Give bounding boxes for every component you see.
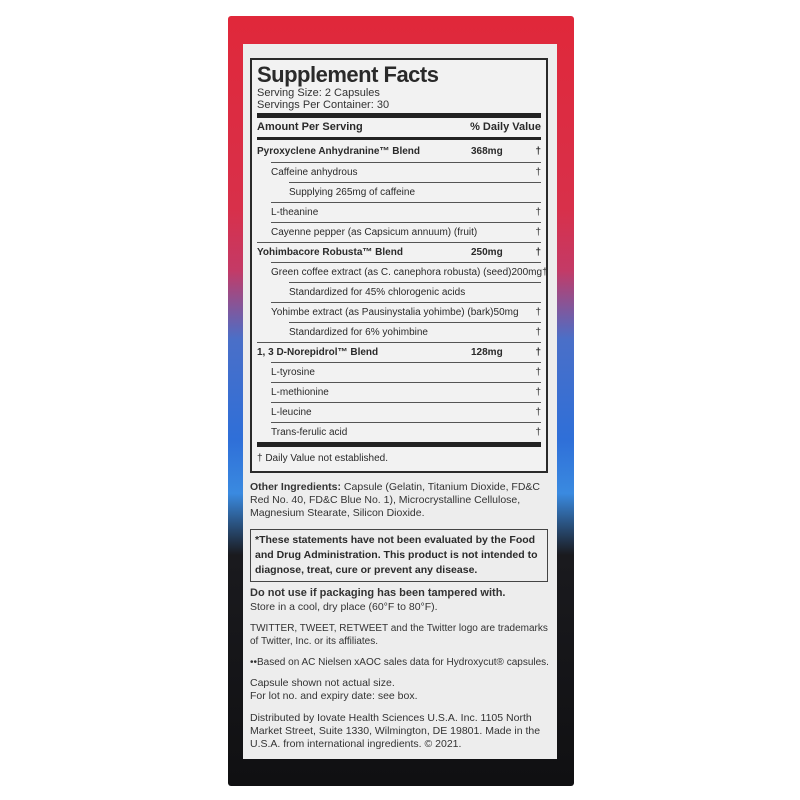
ingredient-name: Green coffee extract (as C. canephora ro… — [271, 267, 512, 278]
storage-note: Store in a cool, dry place (60°F to 80°F… — [250, 601, 438, 613]
ingredient-amount — [471, 403, 531, 422]
servings-per-container: Servings Per Container: 30 — [257, 99, 390, 111]
ingredient-name: Pyroxyclene Anhydranine™ Blend — [257, 146, 421, 157]
facts-row: L-methionine † — [271, 382, 541, 402]
ingredient-amount: 128mg — [471, 347, 503, 358]
ingredient-amount — [471, 383, 531, 402]
other-ingredients: Other Ingredients: Capsule (Gelatin, Tit… — [250, 481, 550, 520]
facts-row: Supplying 265mg of caffeine — [289, 182, 541, 202]
divider — [257, 113, 541, 118]
fda-disclaimer: *These statements have not been evaluate… — [250, 529, 548, 582]
ingredient-dv: † — [535, 427, 541, 438]
ingredient-name: Yohimbe extract (as Pausinystalia yohimb… — [271, 307, 494, 318]
ingredient-name: Standardized for 6% yohimbine — [289, 327, 428, 338]
ingredient-amount — [471, 183, 531, 202]
ingredient-amount — [477, 223, 532, 242]
facts-row: Caffeine anhydrous † — [271, 162, 541, 182]
facts-row: Green coffee extract (as C. canephora ro… — [271, 262, 548, 282]
ingredient-name: L-theanine — [271, 207, 319, 218]
facts-row: Standardized for 45% chlorogenic acids — [289, 282, 541, 302]
facts-row: Cayenne pepper (as Capsicum annuum) (fru… — [271, 222, 541, 242]
ingredient-dv: † — [535, 247, 541, 258]
ingredient-amount: 50mg — [493, 307, 519, 318]
ingredient-dv: † — [535, 387, 541, 398]
ingredient-dv: † — [535, 407, 541, 418]
divider — [257, 442, 541, 447]
supplement-facts-panel: Supplement Facts Serving Size: 2 Capsule… — [250, 58, 548, 473]
tamper-warning: Do not use if packaging has been tampere… — [250, 587, 506, 599]
facts-row: Pyroxyclene Anhydranine™ Blend 368mg † — [257, 142, 541, 162]
other-ingredients-text: Capsule (Gelatin, Titanium Dioxide, FD&C… — [250, 481, 541, 519]
ingredient-dv: † — [535, 167, 541, 178]
ingredient-amount — [471, 423, 531, 442]
amount-header: Amount Per Serving — [257, 121, 363, 133]
ingredient-amount — [471, 163, 531, 182]
ingredient-dv — [531, 183, 541, 202]
ingredient-amount — [471, 283, 531, 302]
ingredient-amount: 250mg — [471, 247, 503, 258]
other-ingredients-label: Other Ingredients: — [250, 481, 342, 493]
facts-row: L-theanine † — [271, 202, 541, 222]
facts-row: L-tyrosine † — [271, 362, 541, 382]
ingredient-name: Standardized for 45% chlorogenic acids — [289, 287, 466, 298]
facts-row: Yohimbe extract (as Pausinystalia yohimb… — [271, 302, 541, 322]
divider — [257, 137, 541, 140]
serving-size: Serving Size: 2 Capsules — [257, 87, 380, 99]
twitter-trademark: TWITTER, TWEET, RETWEET and the Twitter … — [250, 623, 548, 647]
dv-header: % Daily Value — [470, 121, 541, 133]
ingredient-amount: 368mg — [471, 146, 503, 157]
ingredient-amount — [471, 363, 531, 382]
facts-rows: Pyroxyclene Anhydranine™ Blend 368mg † Caff… — [257, 142, 548, 442]
capsule-note: Capsule shown not actual size. — [250, 677, 395, 689]
ingredient-name: L-tyrosine — [271, 367, 315, 378]
ingredient-name: Yohimbacore Robusta™ Blend — [257, 247, 403, 258]
ingredient-dv: † — [535, 347, 541, 358]
lot-note: For lot no. and expiry date: see box. — [250, 690, 418, 702]
ingredient-name: L-leucine — [271, 407, 312, 418]
ingredient-amount — [471, 323, 531, 342]
ingredient-dv: † — [535, 307, 541, 318]
ingredient-name: Cayenne pepper (as Capsicum annuum) (fru… — [271, 227, 478, 238]
ingredient-dv: † — [542, 267, 548, 278]
facts-title: Supplement Facts — [257, 62, 439, 87]
facts-header: Amount Per Serving % Daily Value — [257, 120, 541, 135]
ingredient-name: L-methionine — [271, 387, 329, 398]
distributor-info: Distributed by Iovate Health Sciences U.… — [250, 712, 541, 750]
ingredient-dv: † — [535, 207, 541, 218]
ingredient-dv: † — [535, 327, 541, 338]
ingredient-amount: 200mg — [511, 267, 543, 278]
dv-footnote: † Daily Value not established. — [257, 453, 389, 464]
ingredient-dv: † — [535, 227, 541, 238]
facts-row: Standardized for 6% yohimbine † — [289, 322, 541, 342]
ingredient-amount — [471, 203, 531, 222]
ingredient-name: Trans-ferulic acid — [271, 427, 348, 438]
ingredient-dv — [531, 283, 541, 302]
facts-row: L-leucine † — [271, 402, 541, 422]
ingredient-name: Supplying 265mg of caffeine — [289, 187, 416, 198]
facts-row: 1, 3 D-Norepidrol™ Blend 128mg † — [257, 342, 541, 362]
ingredient-name: Caffeine anhydrous — [271, 167, 358, 178]
facts-row: Yohimbacore Robusta™ Blend 250mg † — [257, 242, 541, 262]
facts-row: Trans-ferulic acid † — [271, 422, 541, 442]
ingredient-name: 1, 3 D-Norepidrol™ Blend — [257, 347, 379, 358]
nielsen-note: ••Based on AC Nielsen xAOC sales data fo… — [250, 657, 549, 668]
ingredient-dv: † — [535, 367, 541, 378]
ingredient-dv: † — [535, 146, 541, 157]
